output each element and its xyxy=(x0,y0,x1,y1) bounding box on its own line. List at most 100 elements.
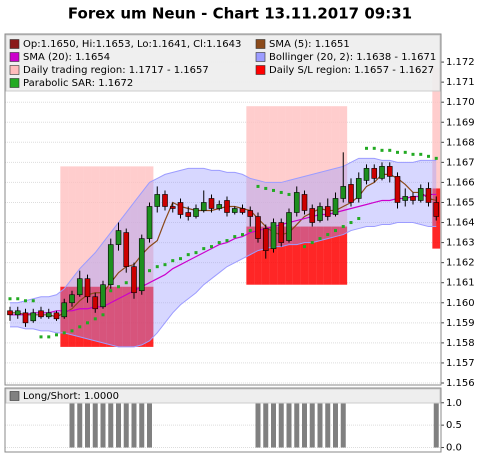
candle-body xyxy=(410,196,416,201)
sar-dot xyxy=(279,190,283,194)
bar xyxy=(433,402,439,448)
bar xyxy=(108,402,114,448)
region-cell xyxy=(145,286,154,347)
y-tick-label: 1.0 xyxy=(446,398,462,409)
legend-marker xyxy=(255,65,266,75)
y-tick-label: 1.171 xyxy=(446,77,475,88)
region-cell xyxy=(99,286,107,347)
region-cell xyxy=(277,226,286,285)
band-upper xyxy=(10,157,437,304)
bar xyxy=(116,402,121,448)
sar-dot xyxy=(117,285,120,289)
sar-dot xyxy=(326,233,330,237)
legend-marker xyxy=(9,52,20,62)
candle-body xyxy=(324,206,331,217)
legend-label: SMA (20): 1.1654 xyxy=(23,52,110,63)
candle-body xyxy=(14,310,21,316)
candle-body xyxy=(208,198,215,209)
region-cell xyxy=(130,166,138,287)
sar-dot xyxy=(225,239,229,243)
bar xyxy=(286,402,292,448)
bar xyxy=(263,402,269,448)
region-cell xyxy=(106,166,115,287)
region-cell xyxy=(68,166,76,287)
sar-dot xyxy=(388,148,392,152)
region-cell xyxy=(323,226,332,285)
bar xyxy=(302,402,307,448)
candle-body xyxy=(224,200,230,213)
candle-body xyxy=(293,192,300,213)
y-tick-label: 1.156 xyxy=(446,378,475,389)
sar-dot xyxy=(287,192,291,196)
sar-dot xyxy=(101,313,105,317)
y-tick-label: 1.157 xyxy=(446,358,475,369)
candle-body xyxy=(371,168,378,179)
region-cell xyxy=(339,226,348,285)
candle-body xyxy=(270,222,277,249)
candle-body xyxy=(379,166,385,179)
candle-body xyxy=(193,208,199,217)
region-cell xyxy=(323,106,332,227)
bar xyxy=(92,402,98,448)
y-tick-label: 1.163 xyxy=(446,238,475,249)
sar-dot xyxy=(372,146,376,150)
sar-dot xyxy=(210,245,213,249)
legend-marker xyxy=(9,65,20,75)
candle-body xyxy=(286,212,292,241)
candle-body xyxy=(92,296,99,310)
candle-body xyxy=(115,230,122,245)
region-cell xyxy=(292,226,301,285)
sar-dot xyxy=(93,317,97,321)
candle-body xyxy=(239,208,246,213)
sar-dot xyxy=(434,156,438,160)
plot-frame xyxy=(4,387,442,453)
candle-body xyxy=(402,196,409,201)
candle-body xyxy=(162,194,168,207)
bar xyxy=(340,402,346,448)
sar-dot xyxy=(202,247,206,251)
region-cell xyxy=(254,226,262,285)
region-cell xyxy=(316,106,324,227)
region-cell xyxy=(75,286,84,347)
y-tick-label: 1.168 xyxy=(446,137,475,148)
candle-body xyxy=(69,294,75,304)
sar-dot xyxy=(380,148,384,152)
legend-label: Daily S/L region: 1.1657 - 1.1627 xyxy=(269,65,434,76)
region-cell xyxy=(432,68,441,189)
candle-body xyxy=(38,310,44,318)
y-tick-label: 0.0 xyxy=(446,443,462,454)
sar-dot xyxy=(8,297,12,301)
candle-body xyxy=(84,278,91,298)
legend-box xyxy=(5,388,441,404)
bar xyxy=(77,402,83,448)
indicator-line xyxy=(10,193,437,316)
region-cell xyxy=(137,286,146,347)
region-cell xyxy=(308,226,317,285)
y-tick-label: 1.164 xyxy=(446,218,475,229)
region-cell xyxy=(122,286,131,347)
region-cell xyxy=(83,286,92,347)
candle-body xyxy=(7,310,13,316)
sar-dot xyxy=(109,289,113,293)
bar xyxy=(139,402,145,448)
sar-dot xyxy=(233,235,237,239)
bar xyxy=(278,402,284,448)
y-tick-label: 1.169 xyxy=(446,117,475,128)
sar-dot xyxy=(70,329,74,333)
sar-dot xyxy=(357,217,361,221)
candle-body xyxy=(363,168,370,181)
region-cell xyxy=(246,226,255,285)
region-cell xyxy=(277,106,286,227)
region-cell xyxy=(308,106,317,227)
candle-body xyxy=(100,284,106,308)
region-cell xyxy=(83,166,92,287)
legend-label: Op:1.1650, Hi:1.1653, Lo:1.1641, Cl:1.16… xyxy=(23,39,241,50)
sar-dot xyxy=(334,229,337,233)
bar xyxy=(85,402,90,448)
region-cell xyxy=(122,166,131,287)
band-lower xyxy=(10,222,437,348)
candle-body xyxy=(200,202,207,211)
region-cell xyxy=(130,286,138,347)
